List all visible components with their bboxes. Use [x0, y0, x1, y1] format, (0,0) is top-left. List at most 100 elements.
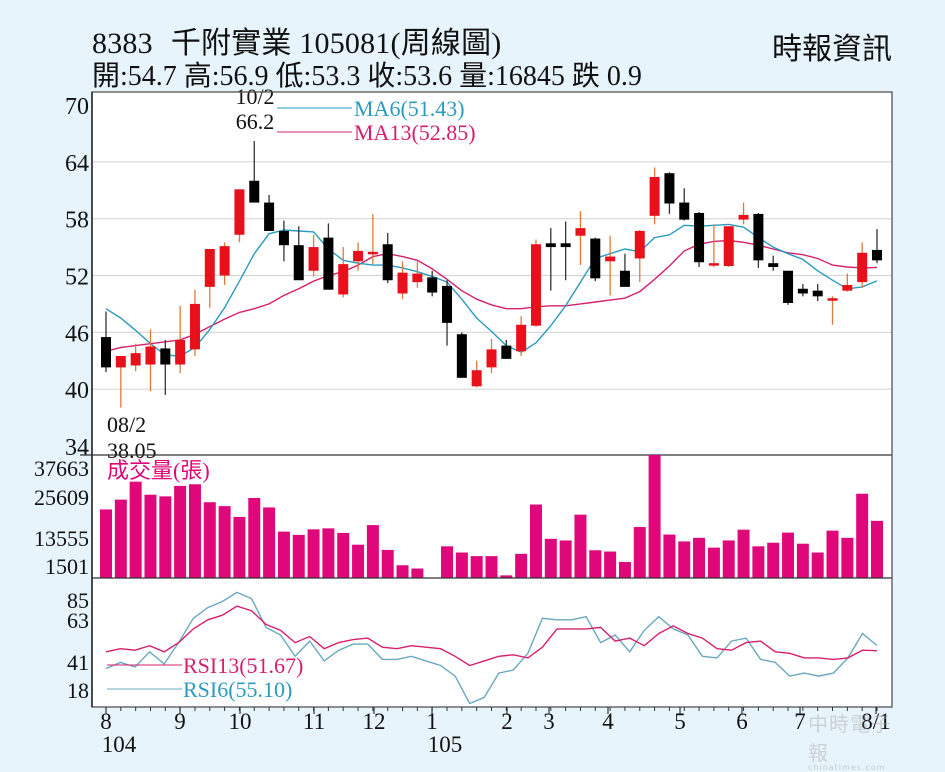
watermark: 中時電子報 chinatimes.com	[808, 708, 908, 772]
x-tick-label: 11	[303, 709, 325, 734]
low-value-label: 38.05	[107, 438, 157, 463]
volume-bar	[411, 568, 424, 578]
volume-bar	[693, 537, 706, 578]
watermark-sub: chinatimes.com	[808, 763, 886, 772]
volume-bar	[470, 556, 483, 578]
volume-bar	[544, 538, 557, 578]
candle-body	[130, 353, 141, 366]
volume-bar	[826, 530, 839, 578]
candle-body	[842, 284, 853, 291]
volume-bar	[337, 532, 350, 578]
volume-bar	[188, 484, 201, 578]
volume-bar	[663, 534, 676, 578]
x-tick-label: 1	[426, 709, 438, 734]
volume-bar	[292, 534, 305, 578]
candle-body	[827, 298, 838, 301]
volume-bar	[233, 516, 246, 578]
price-tick-label: 34	[65, 435, 89, 461]
rsi-tick-label: 18	[67, 678, 89, 703]
candle-body	[219, 246, 230, 276]
volume-bar	[203, 502, 216, 578]
stock-name: 千附實業 105081(周線圖)	[170, 27, 502, 60]
volume-bar	[782, 532, 795, 578]
x-tick-label: 4	[602, 709, 614, 734]
candle-body	[857, 252, 868, 283]
candle-body	[367, 251, 378, 255]
volume-bar	[678, 541, 691, 578]
candle-body	[471, 370, 482, 387]
candle-body	[812, 290, 823, 297]
volume-tick-label: 13555	[34, 526, 89, 551]
candle-body	[753, 213, 764, 261]
candle-body	[575, 228, 586, 236]
x-year-label: 105	[428, 732, 463, 757]
candle-body	[338, 264, 349, 295]
chart-title: 8383 千附實業 105081(周線圖)	[92, 18, 502, 62]
watermark-main: 中時電子報	[808, 712, 892, 765]
volume-bar	[248, 497, 261, 578]
candle-body	[115, 356, 126, 368]
price-tick-label: 40	[65, 378, 89, 404]
price-tick-label: 70	[65, 94, 89, 120]
volume-bar	[796, 543, 809, 578]
x-tick-label: 2	[501, 709, 513, 734]
volume-bar	[455, 552, 468, 578]
volume-bar	[811, 552, 824, 578]
ma6-legend-label: MA6(51.43)	[354, 96, 465, 121]
volume-bar	[381, 549, 394, 578]
candle-body	[189, 303, 200, 350]
volume-bar	[500, 575, 513, 578]
candle-body	[427, 277, 438, 293]
candle-body	[278, 230, 289, 246]
x-tick-label: 7	[794, 709, 806, 734]
volume-bar	[767, 542, 780, 578]
volume-bar	[707, 547, 720, 578]
volume-bar	[129, 481, 142, 578]
volume-bar	[737, 529, 750, 578]
x-tick-label: 12	[363, 709, 386, 734]
candle-body	[545, 243, 556, 248]
candle-body	[501, 345, 512, 359]
candle-body	[353, 250, 364, 262]
candle-body	[486, 349, 497, 368]
price-tick-label: 58	[65, 208, 89, 234]
volume-bar	[515, 553, 528, 578]
volume-bar	[159, 496, 172, 578]
rsi13-legend-label: RSI13(51.67)	[183, 653, 303, 678]
volume-bar	[485, 556, 498, 578]
candle-body	[619, 270, 630, 287]
candle-body	[797, 288, 808, 294]
candle-body	[530, 244, 541, 326]
candle-body	[249, 180, 260, 203]
candle-body	[160, 348, 171, 365]
candle-body	[293, 245, 304, 281]
candle-body	[664, 173, 675, 204]
volume-bar	[322, 528, 335, 578]
candle-body	[723, 226, 734, 267]
volume-bar	[574, 514, 587, 578]
volume-bar	[589, 550, 602, 578]
low-date-label: 08/2	[107, 412, 146, 437]
price-tick-label: 46	[65, 321, 89, 347]
candle-body	[605, 256, 616, 262]
volume-bar	[633, 527, 646, 578]
candle-body	[738, 214, 749, 220]
ma6-line	[105, 223, 878, 357]
volume-bar	[174, 485, 187, 578]
volume-bar	[648, 455, 661, 578]
rsi-tick-label: 63	[67, 608, 89, 633]
high-value-label: 66.2	[236, 109, 275, 134]
candle-body	[145, 346, 156, 365]
volume-tick-label: 1501	[45, 554, 89, 579]
volume-bar	[366, 525, 379, 578]
volume-bar	[352, 544, 365, 578]
rsi13-line	[105, 605, 878, 667]
x-tick-label: 9	[174, 709, 186, 734]
candle-body	[649, 176, 660, 216]
high-date-label: 10/2	[235, 84, 274, 109]
source-label: 時報資訊	[772, 33, 892, 66]
volume-bar	[100, 509, 112, 578]
candle-body	[516, 324, 527, 352]
volume-bar	[307, 529, 320, 578]
